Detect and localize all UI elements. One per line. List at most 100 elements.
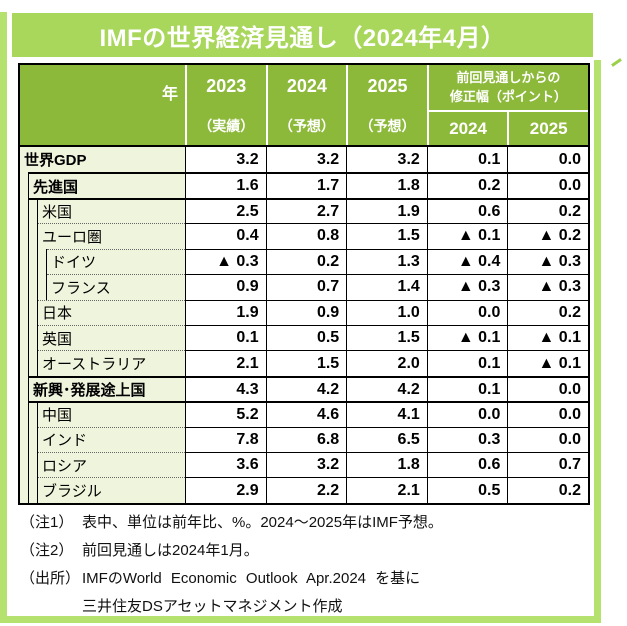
- value-cell: 4.2: [346, 375, 427, 402]
- table-row: インド 7.8 6.8 6.5 0.3 0.0: [20, 426, 588, 453]
- row-label: ユーロ圏: [38, 223, 185, 248]
- value-cell: 0.4: [185, 223, 266, 249]
- header-sub: （予想）: [278, 118, 335, 134]
- table-row: 中国 5.2 4.6 4.1 0.0 0.0: [20, 401, 588, 427]
- indent-guide: [29, 426, 38, 453]
- value-cell: 3.2: [265, 147, 347, 173]
- indent-guide: [29, 477, 38, 503]
- value-cell: 0.0: [426, 299, 508, 325]
- value-cell: 3.6: [185, 452, 266, 478]
- value-cell: 4.1: [346, 401, 427, 427]
- row-label: ロシア: [38, 452, 185, 477]
- value-cell: 0.2: [507, 477, 588, 503]
- table-row: オーストラリア 2.1 1.5 2.0 0.1 ▲ 0.1: [20, 350, 588, 376]
- value-cell: 0.0: [507, 375, 588, 402]
- value-cell: 2.1: [185, 350, 266, 376]
- row-label-cell: ドイツ: [20, 248, 185, 275]
- footnotes: （注1） 表中、単位は前年比、%。2024～2025年はIMF予想。 （注2） …: [20, 509, 600, 621]
- indent-guide: [20, 350, 29, 376]
- value-cell: 2.2: [265, 477, 347, 503]
- value-cell: ▲ 0.1: [507, 350, 588, 376]
- outlook-table: 年 2023 （実績） 2024 （予想） 2025 （予想） 前回見通しからの…: [18, 63, 590, 505]
- indent-guide: [20, 401, 29, 427]
- indent-guide: [29, 223, 38, 249]
- row-label: 日本: [38, 299, 185, 325]
- value-cell: 1.7: [265, 172, 347, 198]
- table-row: 米国 2.5 2.7 1.9 0.6 0.2: [20, 197, 588, 224]
- indent-guide: [20, 299, 29, 325]
- table-row: 世界GDP 3.2 3.2 3.2 0.1 0.0: [20, 147, 588, 173]
- value-cell: 1.8: [346, 452, 427, 478]
- value-cell: 0.2: [426, 172, 508, 198]
- value-cell: 0.0: [507, 426, 588, 453]
- value-cell: ▲ 0.2: [507, 223, 588, 249]
- value-cell: ▲ 0.1: [426, 324, 508, 351]
- value-cell: 0.2: [507, 197, 588, 224]
- row-label-cell: 先進国: [20, 172, 185, 198]
- value-cell: 0.1: [185, 324, 266, 351]
- row-label: 世界GDP: [24, 152, 87, 170]
- indent-guide: [20, 197, 29, 224]
- value-cell: 0.7: [507, 452, 588, 478]
- header-year: 2024: [286, 76, 327, 96]
- row-label-cell: 新興･発展途上国: [20, 375, 185, 402]
- table-row: ブラジル 2.9 2.2 2.1 0.5 0.2: [20, 477, 588, 503]
- source-text-line2: 三井住友DSアセットマネジメント作成: [82, 598, 343, 615]
- value-cell: 1.5: [265, 350, 347, 376]
- value-cell: 0.1: [426, 147, 508, 173]
- value-cell: ▲ 0.3: [426, 274, 508, 300]
- note-2-prefix: （注2）: [20, 542, 74, 559]
- value-cell: 0.0: [507, 172, 588, 198]
- header-year-label: 年: [161, 86, 178, 103]
- value-cell: 2.0: [346, 350, 427, 376]
- indent-guide: [20, 452, 29, 478]
- table-row: ユーロ圏 0.4 0.8 1.5 ▲ 0.1 ▲ 0.2: [20, 223, 588, 249]
- header-sub: （予想）: [359, 118, 416, 134]
- value-cell: 4.3: [185, 375, 266, 402]
- value-cell: 3.2: [346, 147, 427, 173]
- indent-guide: [20, 223, 29, 249]
- value-cell: ▲ 0.1: [426, 223, 508, 249]
- value-cell: 0.0: [426, 401, 508, 427]
- value-cell: ▲ 0.3: [185, 248, 266, 275]
- table-row: フランス 0.9 0.7 1.4 ▲ 0.3 ▲ 0.3: [20, 274, 588, 300]
- value-cell: 1.5: [346, 223, 427, 249]
- header-revision-years: 2024 2025: [429, 112, 588, 145]
- row-label-cell: インド: [20, 426, 185, 453]
- value-cell: 0.2: [507, 299, 588, 325]
- header-col-2025: 2025 （予想）: [346, 65, 427, 145]
- page-frame-bottom: [0, 616, 601, 623]
- value-cell: 1.0: [346, 299, 427, 325]
- value-cell: 2.1: [346, 477, 427, 503]
- table-row: 先進国 1.6 1.7 1.8 0.2 0.0: [20, 172, 588, 198]
- value-cell: 0.5: [265, 324, 347, 351]
- indent-guide: [29, 299, 38, 325]
- indent-guide: [20, 477, 29, 503]
- row-label: 先進国: [29, 172, 185, 197]
- note-1: （注1） 表中、単位は前年比、%。2024～2025年はIMF予想。: [20, 509, 600, 537]
- value-cell: 6.8: [265, 426, 347, 453]
- indent-guide: [29, 324, 38, 351]
- row-label: 米国: [38, 197, 185, 223]
- header-year: 2023: [206, 76, 247, 96]
- value-cell: 0.8: [265, 223, 347, 249]
- header-col-2023: 2023 （実績）: [185, 65, 266, 145]
- indent-guide: [20, 172, 29, 198]
- value-cell: ▲ 0.1: [507, 324, 588, 351]
- value-cell: 0.0: [507, 147, 588, 173]
- page-title: IMFの世界経済見通し（2024年4月）: [12, 13, 593, 57]
- note-2-text: 前回見通しは2024年1月。: [82, 542, 259, 559]
- row-label-cell: オーストラリア: [20, 350, 185, 376]
- row-label-cell: 日本: [20, 299, 185, 325]
- value-cell: 1.8: [346, 172, 427, 198]
- header-sub: （実績）: [198, 118, 255, 134]
- indent-guide: [29, 274, 38, 300]
- row-label-cell: ブラジル: [20, 477, 185, 503]
- header-revision-title: 前回見通しからの 修正幅（ポイント）: [428, 65, 588, 112]
- row-label: インド: [38, 426, 185, 452]
- value-cell: 2.7: [265, 197, 347, 224]
- indent-guide: [29, 350, 38, 376]
- indent-guide: [20, 274, 29, 300]
- row-label-cell: 中国: [20, 401, 185, 427]
- row-label: 英国: [38, 324, 185, 350]
